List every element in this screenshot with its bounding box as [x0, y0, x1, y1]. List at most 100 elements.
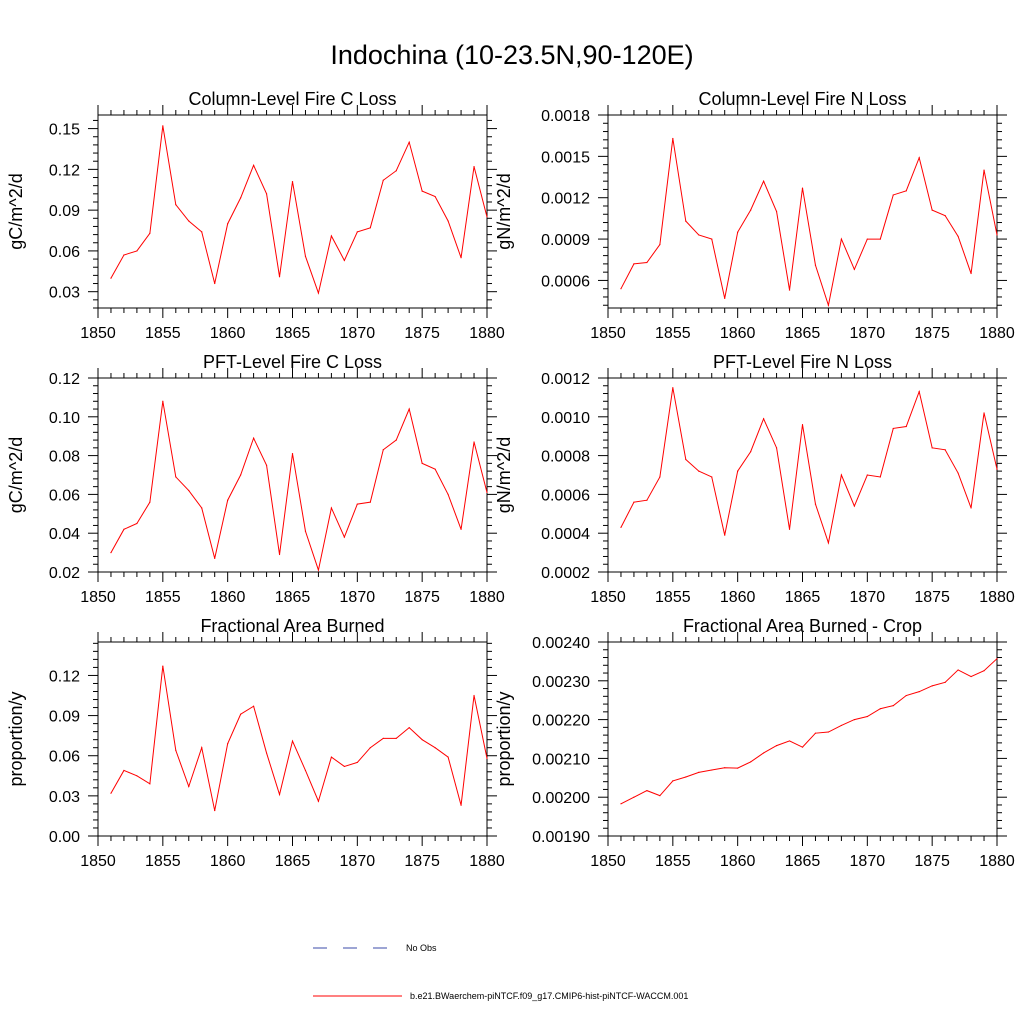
x-tick-label: 1850: [590, 325, 626, 342]
x-tick-label: 1865: [275, 325, 311, 342]
y-tick-label: 0.0015: [541, 149, 590, 166]
data-point: [775, 210, 778, 213]
data-point: [840, 238, 843, 240]
data-point: [763, 418, 765, 420]
data-point: [162, 665, 164, 667]
data-point: [227, 743, 229, 745]
data-point: [996, 468, 998, 470]
data-point: [330, 507, 332, 509]
data-point: [698, 470, 700, 472]
data-point: [369, 501, 371, 503]
y-axis-label: gN/m^2/d: [494, 437, 514, 513]
y-tick-label: 0.00240: [532, 635, 590, 652]
series-line: [620, 387, 998, 545]
panel-title: Fractional Area Burned - Crop: [683, 616, 922, 636]
data-point: [486, 757, 488, 760]
x-tick-label: 1880: [979, 853, 1015, 870]
data-point: [620, 526, 622, 528]
data-point: [685, 220, 687, 222]
data-point: [814, 732, 817, 734]
x-tick-label: 1875: [404, 853, 440, 870]
data-point: [253, 164, 255, 166]
data-point: [983, 412, 985, 414]
data-point: [356, 231, 358, 233]
data-point: [724, 767, 726, 769]
data-point: [149, 232, 151, 234]
data-point: [369, 227, 371, 229]
legend: No Obs b.e21.BWaerchem-piNTCF.f09_g17.CM…: [313, 943, 688, 1001]
data-point: [801, 187, 804, 189]
x-tick-label: 1880: [469, 325, 505, 342]
x-tick-label: 1865: [785, 853, 821, 870]
data-point: [970, 675, 972, 678]
x-tick-label: 1870: [340, 853, 376, 870]
data-point: [775, 744, 778, 747]
data-point: [265, 752, 268, 754]
data-point: [240, 474, 242, 476]
data-point: [840, 724, 843, 727]
plot-frame: [97, 114, 488, 309]
data-point: [905, 190, 907, 192]
data-point: [123, 254, 125, 256]
data-point: [646, 790, 648, 792]
y-tick-label: 0.09: [49, 203, 80, 220]
x-tick-label: 1880: [469, 589, 505, 606]
x-tick-label: 1870: [850, 325, 886, 342]
data-point: [724, 534, 726, 536]
x-tick-label: 1870: [340, 325, 376, 342]
data-point: [149, 783, 151, 785]
y-tick-label: 0.00190: [532, 829, 590, 846]
y-tick-label: 0.03: [49, 789, 80, 806]
data-point: [278, 793, 281, 796]
x-tick-label: 1855: [655, 325, 691, 342]
data-point: [698, 771, 700, 773]
y-tick-label: 0.02: [49, 565, 80, 582]
data-point: [659, 476, 661, 478]
data-point: [892, 427, 894, 430]
data-point: [304, 255, 307, 257]
data-point: [227, 223, 229, 225]
data-point: [240, 713, 242, 715]
x-tick-label: 1865: [785, 325, 821, 342]
data-point: [369, 747, 371, 749]
data-point: [801, 423, 804, 426]
x-tick-label: 1860: [720, 853, 756, 870]
data-point: [473, 694, 475, 697]
data-point: [473, 166, 475, 168]
y-tick-label: 0.00230: [532, 674, 590, 691]
y-tick-label: 0.0012: [541, 191, 590, 208]
data-point: [905, 694, 907, 697]
data-point: [421, 190, 423, 192]
x-tick-label: 1875: [914, 853, 950, 870]
y-tick-label: 0.10: [49, 410, 80, 427]
x-tick-label: 1855: [145, 325, 181, 342]
x-tick-label: 1865: [275, 589, 311, 606]
data-point: [892, 705, 894, 707]
data-point: [214, 282, 216, 285]
y-tick-label: 0.0010: [541, 410, 590, 427]
data-point: [814, 503, 817, 505]
data-point: [162, 400, 164, 402]
data-point: [970, 272, 972, 275]
data-point: [918, 691, 920, 693]
x-tick-label: 1880: [469, 853, 505, 870]
x-tick-label: 1855: [145, 853, 181, 870]
data-point: [983, 169, 985, 171]
data-point: [486, 491, 488, 494]
y-tick-label: 0.0004: [541, 526, 590, 543]
y-tick-label: 0.08: [49, 449, 80, 466]
data-point: [970, 507, 972, 509]
data-point: [123, 769, 125, 772]
data-point: [253, 437, 255, 439]
y-tick-label: 0.0012: [541, 371, 590, 388]
data-point: [162, 125, 164, 127]
y-tick-label: 0.12: [49, 668, 80, 685]
data-point: [278, 553, 281, 556]
data-point: [866, 715, 868, 718]
data-point: [957, 669, 959, 671]
data-point: [672, 137, 674, 140]
panel-title: PFT-Level Fire N Loss: [713, 352, 892, 372]
panel-title: Column-Level Fire C Loss: [188, 89, 396, 109]
data-point: [265, 464, 268, 466]
panel-title: Fractional Area Burned: [200, 616, 384, 636]
